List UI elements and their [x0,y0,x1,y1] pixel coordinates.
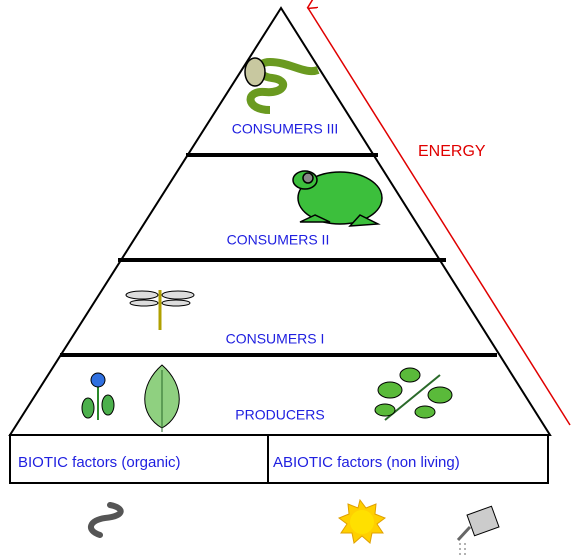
base-label: BIOTIC factors (organic) [18,454,181,471]
level-label: CONSUMERS I [226,331,325,347]
level-label: CONSUMERS II [227,232,330,248]
watering-can-icon [458,506,499,556]
food-pyramid: ENERGY CONSUMERS III CONSUMERS II CONSUM… [0,0,571,560]
sun-icon [339,500,385,543]
level-label: PRODUCERS [235,407,324,423]
worm-icon [91,505,121,535]
pyramid-outline [10,8,550,435]
base-label: ABIOTIC factors (non living) [273,454,460,471]
energy-label: ENERGY [418,143,486,160]
level-label: CONSUMERS III [232,121,339,137]
